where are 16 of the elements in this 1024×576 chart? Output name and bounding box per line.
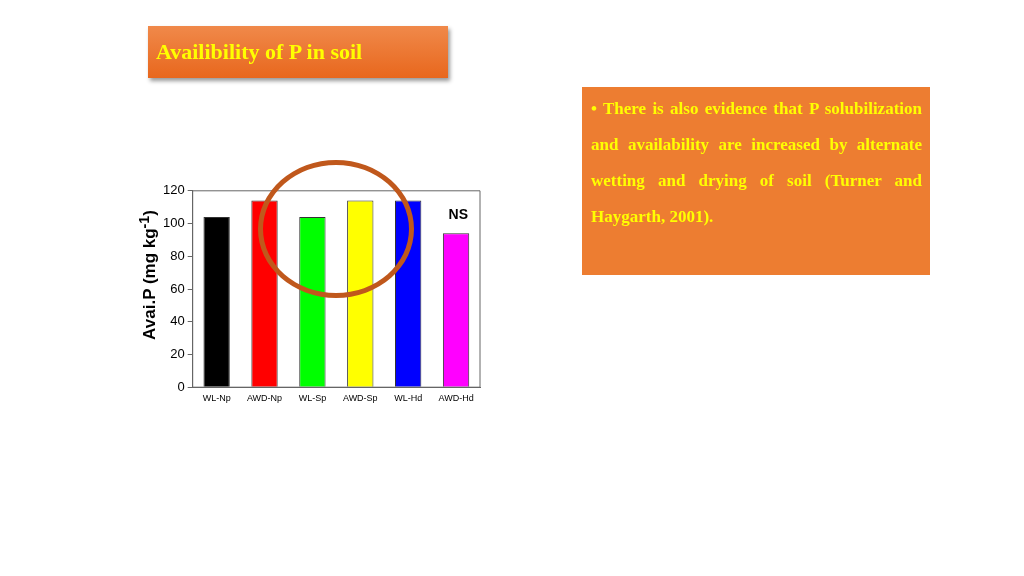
y-tick-label: 120 [162, 182, 185, 198]
y-tick-label: 100 [162, 215, 185, 231]
y-tick-label: 0 [177, 378, 185, 394]
chart-title: Availibility of P in soil [148, 26, 448, 78]
x-tick-label: WL-Sp [298, 393, 327, 404]
x-tick-label: AWD-Np [246, 393, 283, 404]
y-tick-label: 40 [170, 313, 185, 329]
text: • There is also evidence that P solubilization and availability are increased by alternate wetting and drying of soil (Turner and Haygarth, 2001). [582, 87, 930, 275]
annotation: NS [448, 205, 468, 222]
y-tick-label: 20 [170, 346, 185, 362]
y-tick-label: 60 [170, 280, 185, 296]
x-tick-label: WL-Hd [394, 393, 423, 404]
x-tick-label: AWD-Hd [438, 393, 474, 404]
x-tick-label: AWD-Sp [342, 393, 378, 404]
x-tick-label: WL-Np [202, 393, 231, 404]
y-tick-label: 80 [170, 247, 185, 263]
